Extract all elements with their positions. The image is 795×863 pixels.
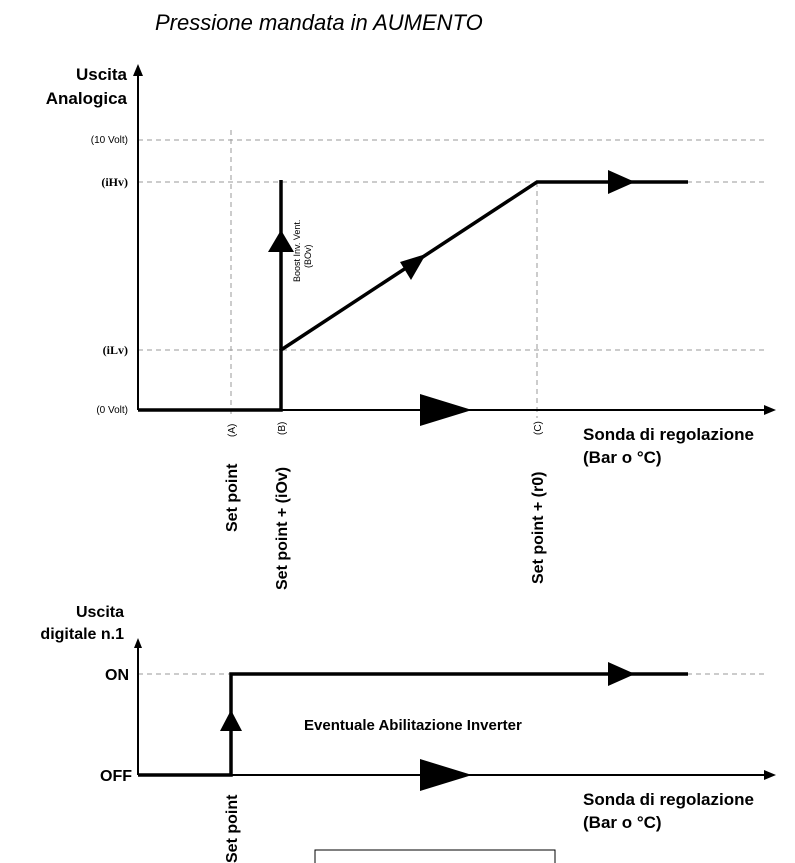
bottom-x-axis-label-2: (Bar o °C)	[583, 813, 662, 832]
boost-label-2: (BOv)	[303, 244, 313, 268]
x-point-c: Set point + (r0) (C)	[530, 421, 547, 584]
bottom-y-axis-label-2: digitale n.1	[40, 626, 124, 643]
bottom-x-axis-arrow	[764, 770, 776, 780]
x-point-a-label: Set point	[224, 463, 241, 532]
x-point-b: Set point + (iOv) (B)	[274, 422, 291, 590]
top-x-axis-arrow	[764, 405, 776, 415]
y-level-on: ON	[105, 667, 129, 684]
saturation-arrow	[608, 170, 635, 194]
x-point-c-tag: (C)	[533, 421, 544, 435]
top-y-axis-label-2: Analogica	[46, 89, 128, 108]
bottom-x-axis-label-1: Sonda di regolazione	[583, 790, 754, 809]
top-y-axis-label-1: Uscita	[76, 65, 128, 84]
x-point-c-label: Set point + (r0)	[530, 472, 547, 584]
y-level-10v: (10 Volt)	[91, 135, 128, 146]
y-level-ihv: (iHv)	[101, 175, 128, 189]
x-point-b-tag: (B)	[277, 422, 288, 435]
y-level-0v: (0 Volt)	[96, 405, 128, 416]
boost-label-1: Boost Inv. Vent.	[292, 220, 302, 282]
y-level-off: OFF	[100, 768, 132, 785]
ramp-arrow	[400, 254, 426, 280]
on-direction-arrow	[608, 662, 635, 686]
diagram-title: Pressione mandata in AUMENTO	[155, 10, 483, 35]
top-chart: Uscita Analogica (10 Volt) (iHv) (iLv) (…	[46, 64, 776, 590]
top-response-curve	[138, 180, 688, 412]
bottom-chart: Uscita digitale n.1 ON OFF Eventuale Abi…	[40, 604, 776, 863]
top-x-axis-label-2: (Bar o °C)	[583, 448, 662, 467]
bottom-y-axis-label-1: Uscita	[76, 604, 124, 621]
top-y-axis-arrow	[133, 64, 143, 76]
inverter-annotation: Eventuale Abilitazione Inverter	[304, 717, 522, 734]
switch-up-arrow	[220, 710, 242, 731]
top-x-axis-label-1: Sonda di regolazione	[583, 425, 754, 444]
boost-up-arrow	[268, 230, 294, 252]
x-direction-arrow	[420, 394, 472, 426]
bottom-x-point-label: Set point	[224, 794, 241, 863]
x-point-a-tag: (A)	[227, 424, 238, 437]
x-point-a: Set point (A)	[224, 424, 241, 532]
empty-caption-box	[314, 849, 556, 863]
bottom-x-direction-arrow	[420, 759, 472, 791]
y-level-ilv: (iLv)	[103, 343, 128, 357]
bottom-y-axis-arrow	[134, 638, 142, 648]
x-point-b-label: Set point + (iOv)	[274, 467, 291, 590]
